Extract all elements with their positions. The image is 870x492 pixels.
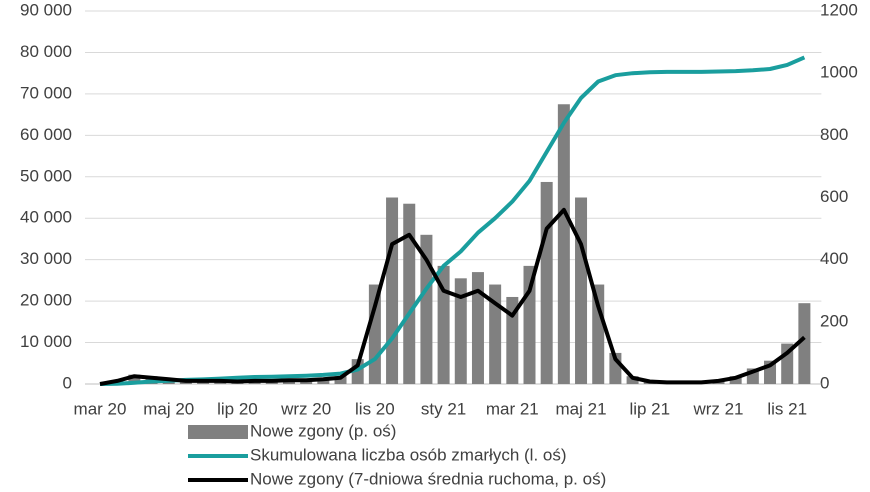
y-tick-label: 40 000 (20, 208, 72, 227)
x-tick-label: maj 21 (556, 399, 607, 418)
bar (575, 197, 588, 384)
bar (506, 296, 519, 384)
x-tick-label: lis 20 (355, 399, 395, 418)
bar (557, 104, 570, 384)
y2-tick-label: 1000 (820, 63, 858, 82)
y-tick-label: 0 (63, 373, 72, 392)
y-tick-label: 80 000 (20, 42, 72, 61)
y-tick-label: 20 000 (20, 291, 72, 310)
bar (626, 376, 639, 384)
bar (729, 376, 742, 384)
bar (420, 234, 433, 384)
legend-label: Nowe zgony (7-dniowa średnia ruchoma, p.… (250, 469, 606, 488)
legend-label: Skumulowana liczba osób zmarłych (l. oś) (250, 445, 567, 464)
y-tick-label: 70 000 (20, 83, 72, 102)
x-tick-label: lip 20 (217, 399, 258, 418)
y-tick-label: 30 000 (20, 249, 72, 268)
x-tick-label: maj 20 (143, 399, 194, 418)
bar (437, 265, 450, 384)
y-tick-label: 90 000 (20, 0, 72, 19)
y2-tick-label: 800 (820, 125, 848, 144)
y2-tick-label: 200 (820, 311, 848, 330)
bar (454, 278, 467, 384)
x-tick-label: wrz 20 (280, 399, 331, 418)
bar (489, 284, 502, 384)
x-tick-label: lip 21 (629, 399, 670, 418)
x-tick-label: mar 20 (74, 399, 127, 418)
bar (471, 272, 484, 384)
y2-tick-label: 400 (820, 249, 848, 268)
bar (798, 303, 811, 384)
legend-label: Nowe zgony (p. oś) (250, 421, 396, 440)
line (99, 207, 806, 386)
y2-tick-label: 1200 (820, 0, 858, 19)
bar (128, 374, 141, 384)
y-tick-label: 50 000 (20, 166, 72, 185)
y2-tick-label: 600 (820, 187, 848, 206)
x-tick-label: wrz 21 (692, 399, 743, 418)
bar (540, 181, 553, 384)
bar (403, 203, 416, 384)
x-tick-label: sty 21 (421, 399, 466, 418)
legend-swatch (188, 425, 248, 439)
bar (334, 376, 347, 384)
x-tick-label: lis 21 (767, 399, 807, 418)
y-tick-label: 60 000 (20, 125, 72, 144)
y-tick-label: 10 000 (20, 332, 72, 351)
x-tick-label: mar 21 (486, 399, 539, 418)
y2-tick-label: 0 (820, 373, 829, 392)
line (99, 55, 806, 386)
bar (386, 197, 399, 384)
